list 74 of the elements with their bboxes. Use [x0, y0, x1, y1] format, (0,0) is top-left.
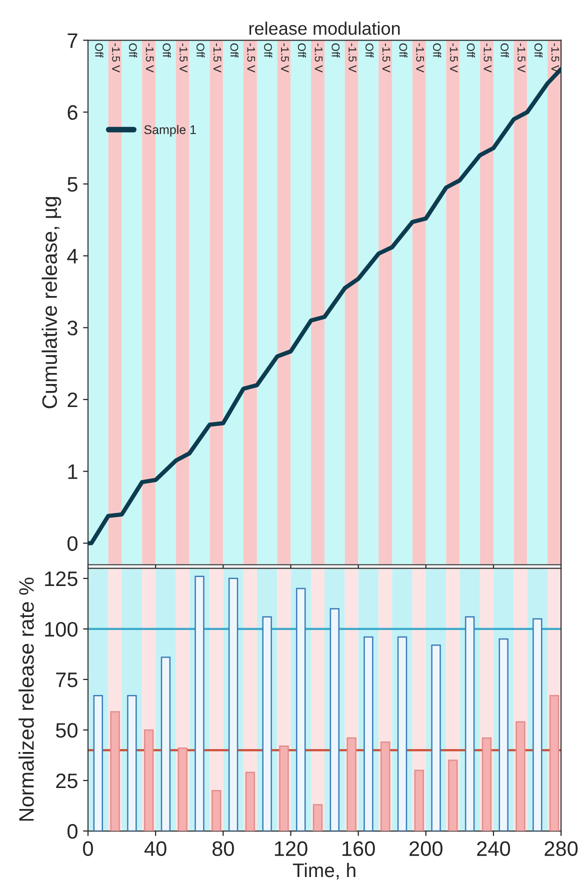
- x-tick-label: 240: [477, 841, 510, 856]
- bar: [516, 721, 526, 832]
- y-axis-title: Cumulative release, µg: [42, 197, 62, 408]
- bar: [178, 748, 188, 832]
- x-tick-label: 0: [83, 841, 93, 856]
- band-label: -1.5 V: [180, 43, 188, 72]
- bar: [110, 711, 120, 832]
- bar: [127, 695, 137, 832]
- x-tick-label: 40: [144, 841, 166, 856]
- band-label: -1.5 V: [416, 43, 424, 72]
- bar: [414, 770, 424, 832]
- band-label: -1.5 V: [450, 43, 458, 72]
- band-label: -1.5 V: [314, 43, 323, 72]
- y-tick-label: 125: [45, 571, 78, 586]
- x-tick-label: 80: [212, 841, 234, 856]
- band-label: Off: [399, 43, 408, 58]
- x-axis-title: Time, h: [292, 862, 356, 880]
- band-label: Off: [162, 43, 171, 58]
- band-label: Off: [433, 43, 442, 58]
- band-label: Off: [230, 43, 238, 58]
- band-label: Off: [196, 43, 205, 58]
- legend-label: Sample 1: [144, 124, 196, 137]
- y-tick-label: 75: [56, 672, 78, 688]
- bar: [312, 804, 323, 832]
- band-label: -1.5 V: [382, 43, 390, 72]
- band-label: Off: [365, 43, 374, 58]
- bar: [160, 656, 171, 832]
- chart-title: release modulation: [249, 22, 400, 35]
- band-label: Off: [332, 43, 340, 58]
- y-tick-label: 3: [67, 320, 78, 336]
- bar: [245, 772, 256, 832]
- band-label: Off: [298, 43, 306, 58]
- band-label: -1.5 V: [551, 43, 560, 72]
- y-tick-label: 100: [45, 622, 78, 637]
- bar: [498, 638, 508, 832]
- band-label: Off: [95, 43, 104, 58]
- x-tick-label: 160: [342, 841, 375, 856]
- band-label: -1.5 V: [112, 43, 120, 72]
- band-label: -1.5 V: [281, 43, 289, 72]
- y-tick-label: 1: [68, 464, 78, 479]
- y-tick-label: 25: [56, 773, 78, 788]
- bar: [380, 741, 390, 832]
- x-tick-label: 200: [410, 841, 442, 856]
- y-tick-label: 4: [67, 249, 78, 264]
- band-label: -1.5 V: [146, 43, 154, 72]
- band-label: Off: [264, 43, 272, 58]
- band-label: Off: [466, 43, 475, 58]
- y-tick-label: 0: [68, 824, 78, 839]
- band-label: -1.5 V: [213, 43, 222, 72]
- bar: [346, 737, 356, 832]
- x-tick-label: 280: [544, 841, 578, 856]
- y-tick-label: 2: [68, 392, 78, 408]
- bar: [212, 790, 222, 832]
- x-tick-label: 120: [274, 841, 308, 856]
- band-label: Off: [500, 43, 509, 58]
- band-label: Off: [534, 43, 543, 58]
- band-label: -1.5 V: [247, 43, 255, 72]
- band-label: Off: [128, 43, 138, 58]
- y-tick-label: 6: [68, 105, 78, 120]
- y-tick-label: 0: [68, 536, 78, 551]
- band-label: -1.5 V: [518, 43, 526, 72]
- y-axis-title: Normalized release rate %: [18, 578, 34, 821]
- y-tick-label: 5: [68, 177, 78, 192]
- y-tick-label: 50: [56, 722, 78, 738]
- line-series: [88, 66, 562, 546]
- bar: [431, 644, 441, 832]
- band-label: -1.5 V: [348, 43, 356, 72]
- bar: [397, 636, 408, 832]
- bar: [364, 636, 374, 832]
- bar: [448, 760, 458, 832]
- band-label: -1.5 V: [484, 43, 492, 72]
- bar: [93, 695, 103, 832]
- bar: [279, 746, 289, 832]
- y-tick-label: 7: [68, 33, 78, 48]
